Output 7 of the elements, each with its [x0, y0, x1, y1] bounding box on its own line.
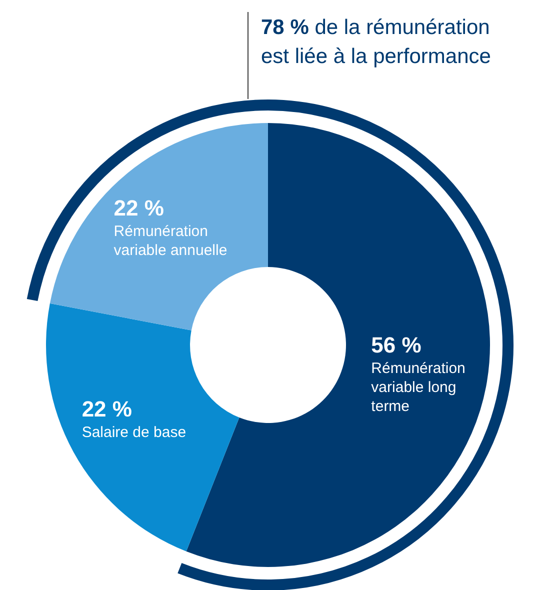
data-label: 56 %	[371, 332, 422, 358]
text: 78 % de la rémunération est liée à la performance	[261, 16, 491, 68]
data-label: 22 %	[114, 196, 164, 221]
data-label: 22 %	[82, 396, 132, 422]
slice-label: Salaire de base	[82, 424, 186, 442]
slice-label: Rémunération variable long terme	[371, 360, 466, 416]
slice-label: Rémunération variable annuelle	[114, 223, 228, 260]
